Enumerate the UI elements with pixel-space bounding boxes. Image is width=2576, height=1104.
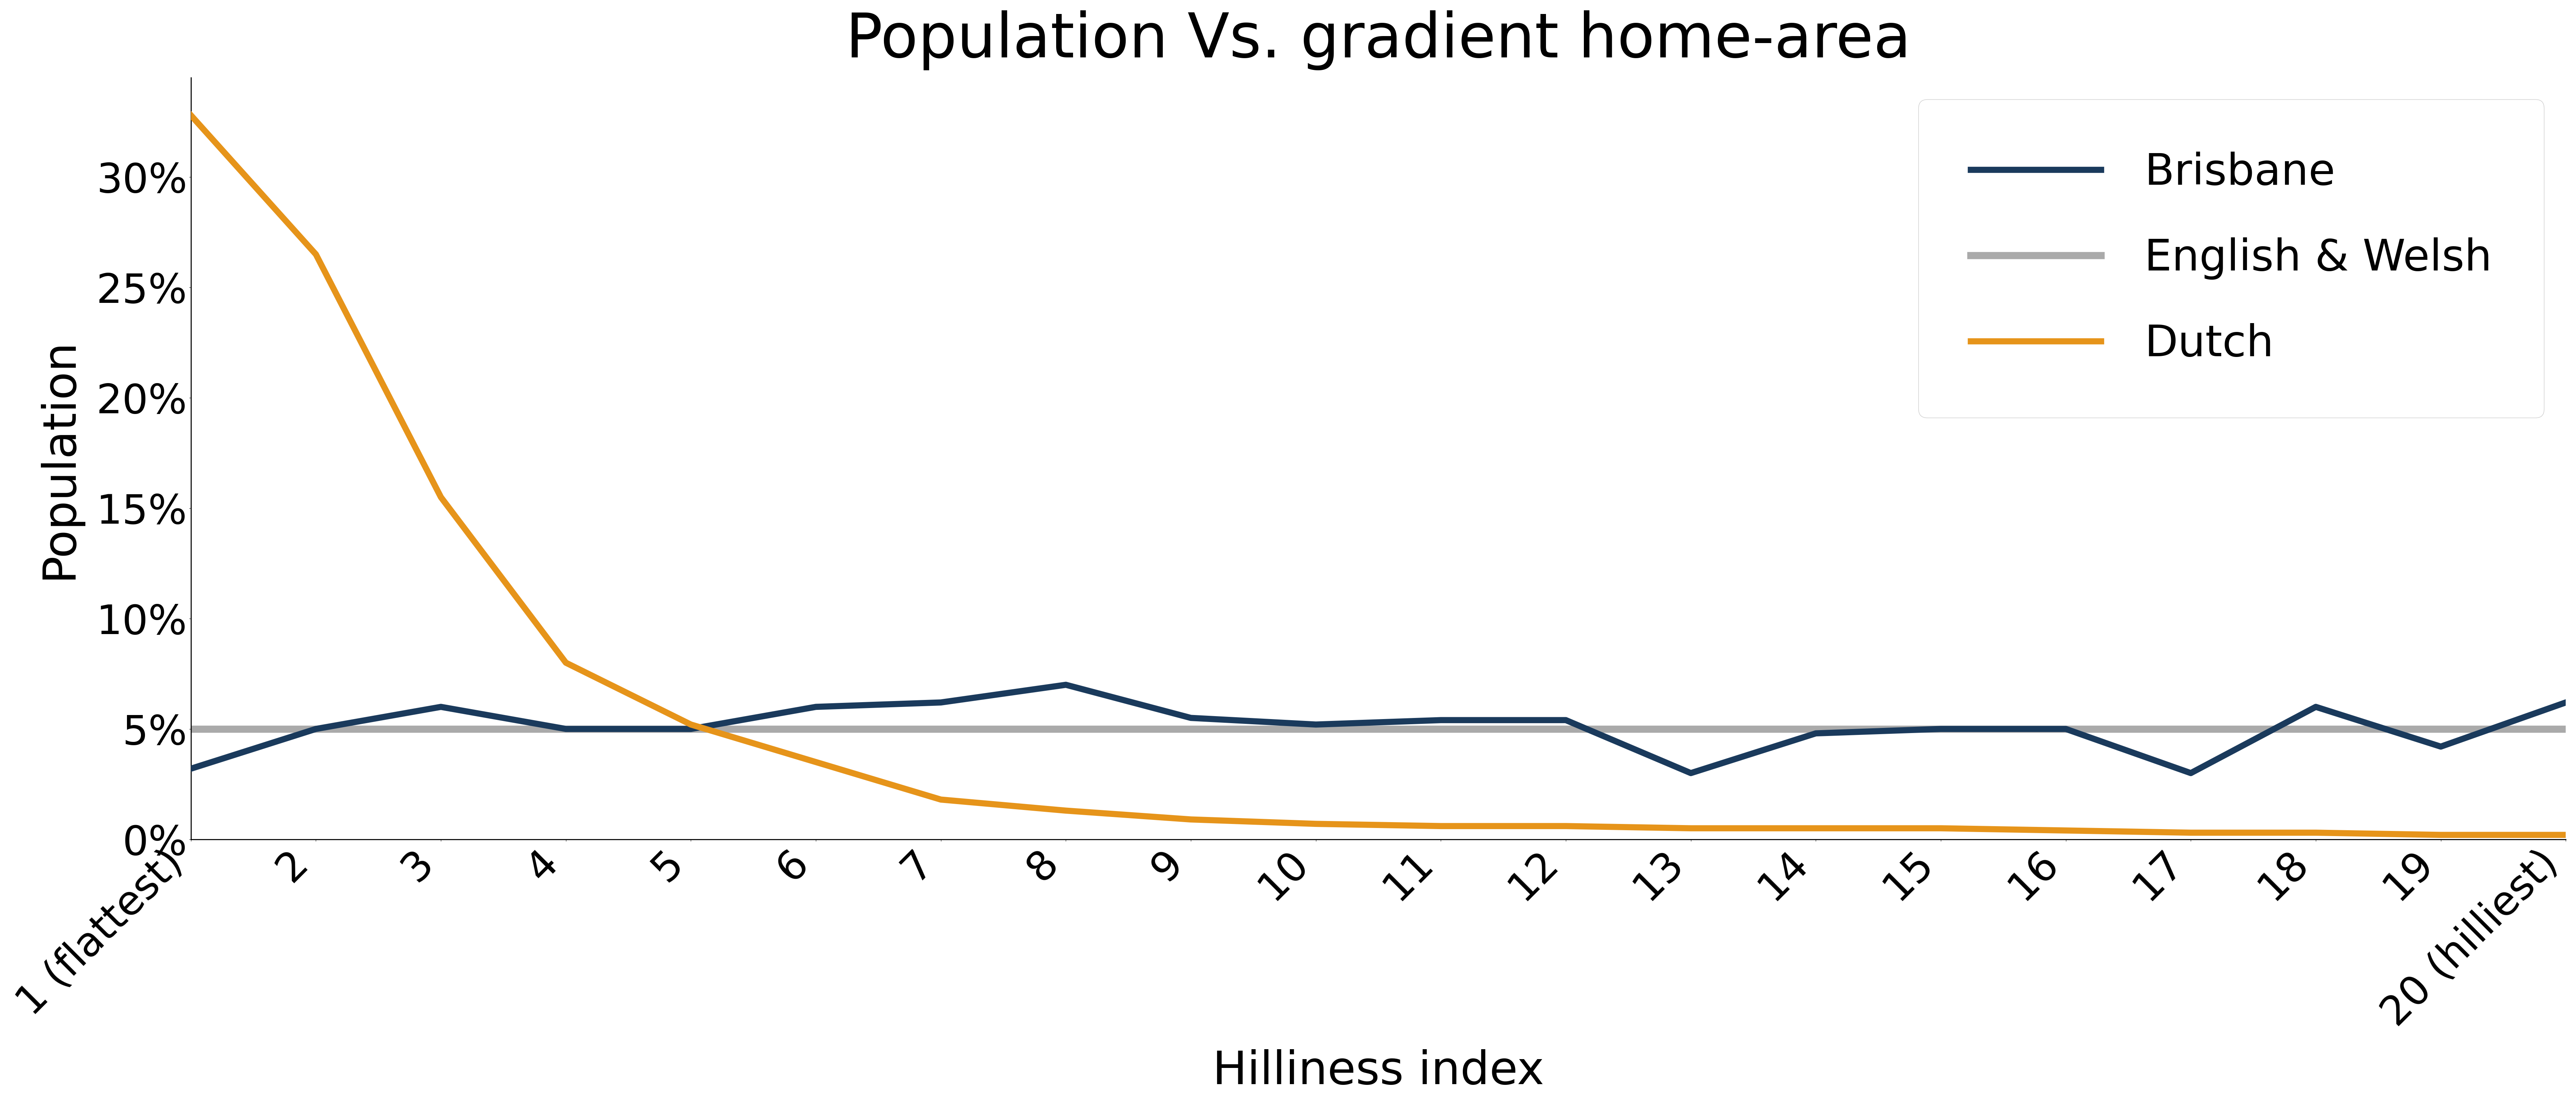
Brisbane <box>925 696 956 709</box>
Brisbane <box>675 722 706 735</box>
English & Welsh <box>1301 722 1332 735</box>
Y-axis label: Population: Population <box>36 338 80 580</box>
English & Welsh <box>1425 722 1455 735</box>
Brisbane <box>425 700 456 713</box>
English & Welsh <box>301 722 332 735</box>
English & Welsh <box>1551 722 1582 735</box>
Brisbane <box>801 700 832 713</box>
Brisbane <box>1801 726 1832 740</box>
Dutch <box>1051 804 1082 817</box>
Legend: Brisbane, English & Welsh, Dutch: Brisbane, English & Welsh, Dutch <box>1919 99 2545 417</box>
English & Welsh <box>1674 722 1705 735</box>
Brisbane <box>551 722 582 735</box>
Brisbane <box>1425 713 1455 726</box>
Dutch <box>2550 828 2576 841</box>
Dutch <box>1301 817 1332 830</box>
Brisbane <box>2300 700 2331 713</box>
Dutch <box>1924 821 1955 835</box>
Title: Population Vs. gradient home-area: Population Vs. gradient home-area <box>845 10 1911 71</box>
Dutch <box>2050 824 2081 837</box>
English & Welsh <box>2550 722 2576 735</box>
English & Welsh <box>2300 722 2331 735</box>
Line: Dutch: Dutch <box>191 115 2566 835</box>
X-axis label: Hilliness index: Hilliness index <box>1213 1049 1543 1094</box>
English & Welsh <box>2050 722 2081 735</box>
English & Welsh <box>925 722 956 735</box>
English & Welsh <box>2174 722 2205 735</box>
Dutch <box>2300 826 2331 839</box>
Brisbane <box>1924 722 1955 735</box>
Brisbane <box>301 722 332 735</box>
Line: Brisbane: Brisbane <box>191 684 2566 773</box>
Dutch <box>2174 826 2205 839</box>
English & Welsh <box>175 722 206 735</box>
English & Welsh <box>2427 722 2458 735</box>
English & Welsh <box>1051 722 1082 735</box>
Dutch <box>801 755 832 768</box>
Dutch <box>1175 813 1206 826</box>
English & Welsh <box>1924 722 1955 735</box>
English & Welsh <box>551 722 582 735</box>
Brisbane <box>1551 713 1582 726</box>
Dutch <box>1674 821 1705 835</box>
Dutch <box>1551 819 1582 832</box>
Brisbane <box>175 762 206 775</box>
Dutch <box>675 718 706 731</box>
Brisbane <box>1051 678 1082 691</box>
Brisbane <box>2427 740 2458 753</box>
English & Welsh <box>1175 722 1206 735</box>
Dutch <box>425 490 456 503</box>
Dutch <box>2427 828 2458 841</box>
Brisbane <box>1175 711 1206 724</box>
Brisbane <box>2050 722 2081 735</box>
Dutch <box>301 247 332 261</box>
Dutch <box>1425 819 1455 832</box>
Brisbane <box>1301 718 1332 731</box>
Dutch <box>551 656 582 669</box>
Brisbane <box>1674 766 1705 779</box>
English & Welsh <box>675 722 706 735</box>
English & Welsh <box>801 722 832 735</box>
English & Welsh <box>425 722 456 735</box>
Dutch <box>925 793 956 806</box>
English & Welsh <box>1801 722 1832 735</box>
Brisbane <box>2550 696 2576 709</box>
Brisbane <box>2174 766 2205 779</box>
Dutch <box>1801 821 1832 835</box>
Dutch <box>175 108 206 121</box>
